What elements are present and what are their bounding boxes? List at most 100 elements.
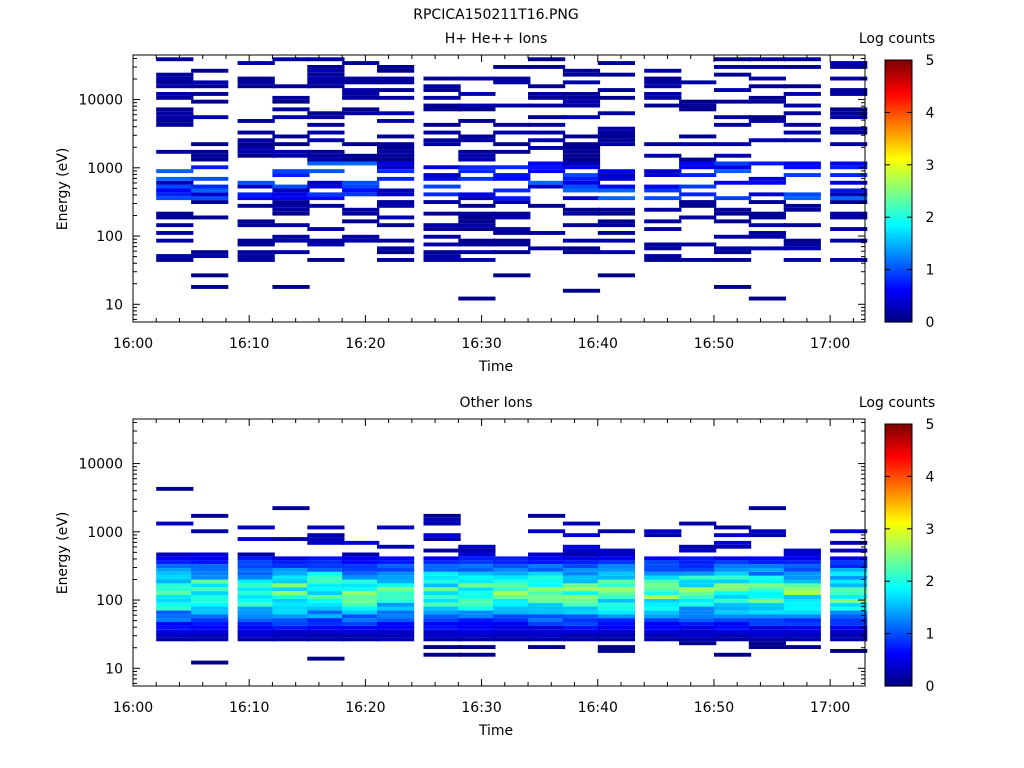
x-tick-label: 16:10 bbox=[229, 336, 269, 352]
heatmap-cell bbox=[748, 506, 786, 511]
heatmap-cell bbox=[342, 614, 380, 619]
colorbar-segment bbox=[885, 628, 912, 632]
heatmap-cell bbox=[644, 633, 682, 638]
heatmap-cell bbox=[830, 560, 868, 565]
heatmap-cell bbox=[748, 215, 786, 220]
heatmap-cell bbox=[191, 192, 229, 197]
heatmap-cell bbox=[679, 99, 717, 104]
colorbar-segment bbox=[885, 101, 912, 106]
heatmap-cell bbox=[528, 513, 566, 518]
x-tick-label: 17:00 bbox=[810, 700, 850, 716]
heatmap-cell bbox=[423, 625, 461, 630]
heatmap-cell bbox=[307, 57, 345, 62]
heatmap-cell bbox=[458, 215, 496, 220]
heatmap-cell bbox=[493, 614, 531, 619]
y-tick-label: 1000 bbox=[87, 161, 123, 177]
heatmap-cell bbox=[597, 606, 635, 611]
heatmap-cell bbox=[679, 587, 717, 592]
heatmap-cell bbox=[423, 556, 461, 561]
heatmap-cell bbox=[679, 606, 717, 611]
heatmap-cell bbox=[458, 192, 496, 197]
heatmap-cell bbox=[679, 591, 717, 595]
heatmap-cell bbox=[597, 610, 635, 615]
heatmap-cell bbox=[644, 567, 682, 572]
colorbar-segment bbox=[885, 211, 912, 216]
heatmap-cell bbox=[423, 645, 461, 649]
heatmap-cell bbox=[272, 579, 310, 584]
heatmap-cell bbox=[714, 161, 752, 166]
heatmap-cell bbox=[679, 184, 717, 189]
heatmap-cell bbox=[748, 231, 786, 235]
heatmap-cell bbox=[237, 606, 275, 611]
heatmap-cell bbox=[493, 564, 531, 568]
heatmap-cell bbox=[458, 583, 496, 588]
colorbar-segment bbox=[885, 484, 912, 488]
heatmap-cell bbox=[191, 633, 229, 638]
colorbar-segment bbox=[885, 290, 912, 294]
heatmap-cell bbox=[156, 231, 194, 235]
heatmap-cell bbox=[562, 72, 601, 77]
heatmap-cell bbox=[458, 595, 496, 599]
heatmap-cell bbox=[307, 76, 345, 81]
heatmap-cell bbox=[423, 242, 461, 247]
heatmap-cell bbox=[748, 583, 786, 588]
heatmap-cell bbox=[237, 618, 275, 622]
colorbar-segment bbox=[885, 204, 912, 208]
heatmap-cell bbox=[748, 595, 786, 599]
heatmap-cell bbox=[342, 88, 380, 92]
heatmap-cell bbox=[528, 625, 566, 630]
colorbar-segment bbox=[885, 301, 912, 305]
heatmap-cell bbox=[191, 575, 229, 580]
heatmap-cell bbox=[272, 207, 310, 212]
heatmap-cell bbox=[377, 68, 415, 73]
heatmap-cell bbox=[307, 111, 345, 116]
heatmap-cell bbox=[423, 107, 461, 112]
heatmap-cell bbox=[783, 246, 821, 251]
heatmap-cell bbox=[237, 153, 275, 158]
heatmap-cell bbox=[830, 88, 868, 92]
heatmap-cell bbox=[562, 176, 601, 181]
heatmap-cell bbox=[377, 258, 415, 262]
colorbar-segment bbox=[885, 589, 912, 593]
heatmap-cell bbox=[679, 614, 717, 619]
heatmap-cell bbox=[748, 119, 786, 123]
heatmap-cell bbox=[783, 587, 821, 592]
heatmap-cell bbox=[458, 165, 496, 170]
heatmap-cell bbox=[493, 227, 531, 231]
heatmap-cell bbox=[830, 61, 868, 65]
heatmap-cell bbox=[307, 629, 345, 634]
heatmap-cell bbox=[272, 184, 310, 189]
colorbar-segment bbox=[885, 67, 912, 72]
heatmap-cell bbox=[458, 103, 496, 108]
heatmap-cell bbox=[423, 173, 461, 177]
heatmap-cell bbox=[342, 629, 380, 634]
colorbar-segment bbox=[885, 463, 912, 467]
heatmap-cell bbox=[272, 173, 310, 177]
colorbar-segment bbox=[885, 431, 912, 436]
heatmap-cell bbox=[342, 622, 380, 626]
heatmap-cell bbox=[377, 165, 415, 170]
heatmap-cell bbox=[377, 161, 415, 166]
heatmap-cell bbox=[528, 564, 566, 568]
colorbar-segment bbox=[885, 644, 912, 648]
heatmap-cell bbox=[156, 258, 194, 262]
heatmap-cell bbox=[528, 138, 566, 143]
heatmap-cell bbox=[272, 637, 310, 642]
heatmap-cell bbox=[458, 149, 496, 154]
heatmap-cell bbox=[644, 595, 682, 599]
heatmap-cell bbox=[156, 111, 194, 116]
heatmap-cell bbox=[528, 203, 566, 208]
heatmap-cell bbox=[783, 595, 821, 599]
heatmap-cell bbox=[156, 595, 194, 599]
heatmap-cell bbox=[191, 142, 229, 147]
colorbar-segment bbox=[885, 562, 912, 567]
heatmap-cell bbox=[272, 633, 310, 638]
heatmap-cell bbox=[562, 188, 601, 193]
heatmap-cell bbox=[783, 575, 821, 580]
colorbar-segment bbox=[885, 277, 912, 281]
heatmap-cell bbox=[423, 652, 461, 657]
heatmap-cell bbox=[272, 598, 310, 603]
colorbar-segment bbox=[885, 201, 912, 205]
heatmap-cell bbox=[377, 564, 415, 568]
heatmap-cell bbox=[423, 200, 461, 204]
